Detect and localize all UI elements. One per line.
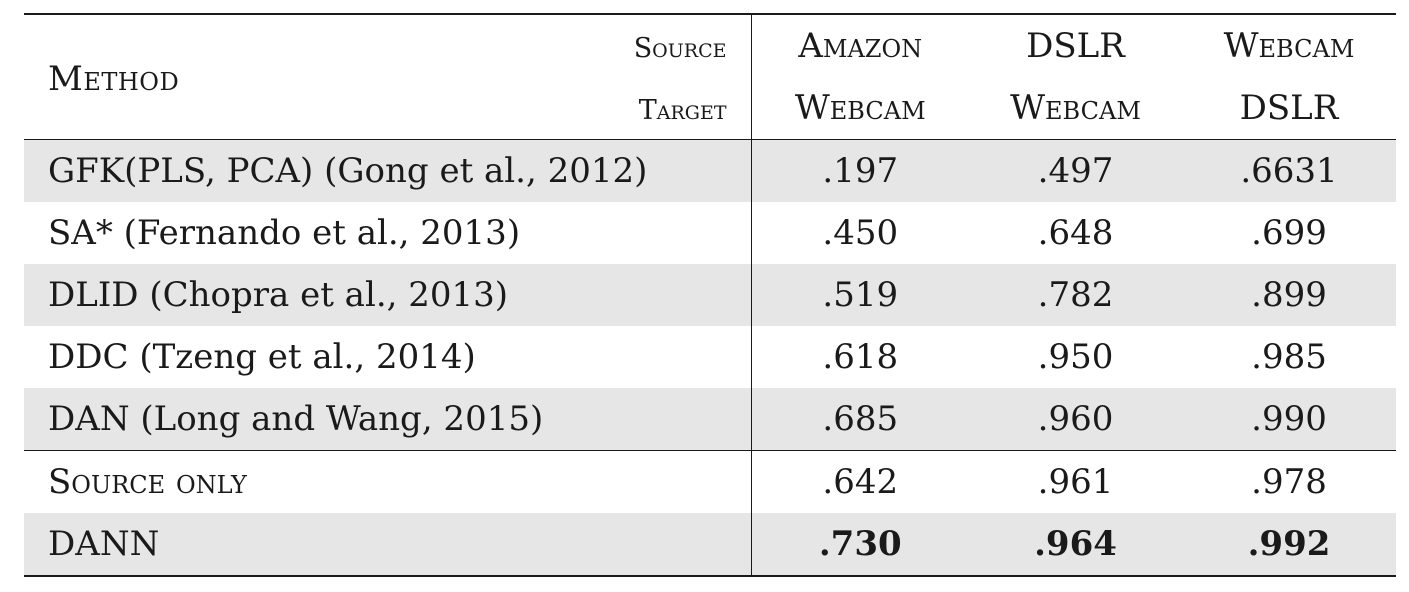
- col1-target: Webcam: [750, 77, 969, 140]
- value-cell: .950: [1037, 337, 1114, 377]
- col2-source: DSLR: [1026, 26, 1125, 66]
- table-row: DAN (Long and Wang, 2015) .685 .960 .990: [24, 388, 1396, 451]
- value-cell: .990: [1182, 388, 1396, 451]
- method-header: Method: [48, 59, 180, 99]
- value-cell: .899: [1182, 264, 1396, 326]
- value-cell: .992: [1182, 513, 1396, 576]
- value-cell: .699: [1251, 213, 1327, 253]
- value-cell: .782: [969, 264, 1182, 326]
- table-row: GFK(PLS, PCA) (Gong et al., 2012) .197 .…: [24, 139, 1396, 202]
- header-target-row: Webcam Webcam DSLR: [24, 77, 1396, 140]
- header-source-row: Method Source Target Amazon DSLR Webcam: [24, 14, 1396, 126]
- value-cell: .685: [750, 388, 969, 451]
- table-row: DDC (Tzeng et al., 2014) .618 .950 .985: [24, 326, 1396, 388]
- value-cell: .197: [750, 139, 969, 202]
- method-name: DAN (Long and Wang, 2015): [24, 388, 751, 451]
- target-header: Target: [638, 95, 727, 126]
- results-table-container: Method Source Target Amazon DSLR Webcam …: [24, 13, 1396, 577]
- value-cell: .642: [750, 450, 969, 513]
- table-row: DLID (Chopra et al., 2013) .519 .782 .89…: [24, 264, 1396, 326]
- source-header: Source: [633, 33, 727, 64]
- value-cell: .730: [750, 513, 969, 576]
- method-name: DLID (Chopra et al., 2013): [24, 264, 751, 326]
- method-name: DANN: [24, 513, 751, 576]
- method-name: DDC (Tzeng et al., 2014): [48, 337, 476, 377]
- value-cell: .450: [750, 202, 969, 264]
- header-method-cell: Method Source Target: [24, 14, 751, 140]
- method-name: GFK(PLS, PCA) (Gong et al., 2012): [24, 139, 751, 202]
- col2-target: Webcam: [1010, 88, 1141, 128]
- value-cell: .985: [1251, 337, 1327, 377]
- value-cell: .519: [750, 264, 969, 326]
- table-row: SA* (Fernando et al., 2013) .450 .648 .6…: [24, 202, 1396, 264]
- table-row: DANN .730 .964 .992: [24, 513, 1396, 576]
- value-cell: .961: [1037, 462, 1114, 502]
- value-cell: .497: [969, 139, 1182, 202]
- table-row: Source only .642 .961 .978: [24, 450, 1396, 513]
- col3-target: DSLR: [1239, 88, 1339, 128]
- value-cell: .960: [969, 388, 1182, 451]
- domain-adaptation-results-table: Method Source Target Amazon DSLR Webcam …: [24, 13, 1396, 577]
- value-cell: .6631: [1182, 139, 1396, 202]
- method-name: SA* (Fernando et al., 2013): [48, 213, 521, 253]
- method-name: Source only: [48, 462, 247, 502]
- col3-source: Webcam: [1223, 26, 1355, 66]
- col1-source: Amazon: [750, 14, 969, 77]
- value-cell: .648: [1037, 213, 1114, 253]
- value-cell: .964: [969, 513, 1182, 576]
- value-cell: .618: [750, 326, 969, 388]
- value-cell: .978: [1251, 462, 1327, 502]
